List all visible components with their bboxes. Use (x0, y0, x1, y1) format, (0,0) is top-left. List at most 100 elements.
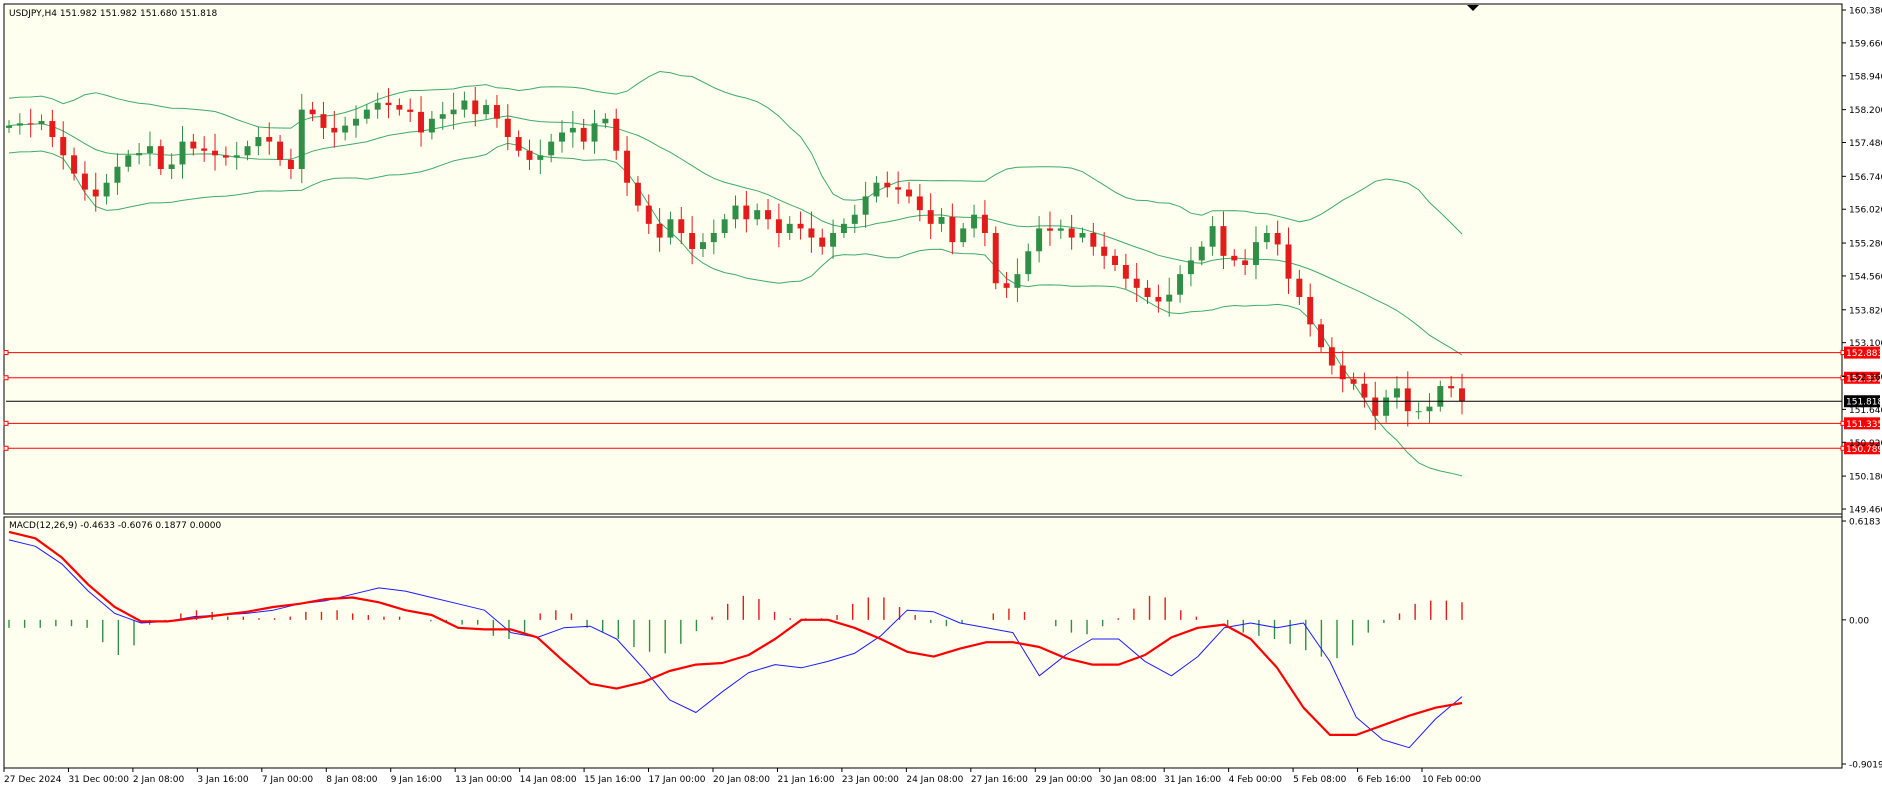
candle-bear[interactable] (190, 141, 197, 149)
candle-bear[interactable] (1328, 347, 1335, 366)
candle-bear[interactable] (49, 121, 56, 138)
candle-bull[interactable] (1426, 406, 1433, 412)
candle-bull[interactable] (938, 217, 945, 224)
candle-bear[interactable] (656, 223, 663, 238)
candle-bear[interactable] (613, 118, 620, 151)
candle-bull[interactable] (1025, 251, 1032, 275)
candle-bear[interactable] (1220, 226, 1227, 256)
candle-bull[interactable] (569, 127, 576, 133)
candle-bear[interactable] (1361, 383, 1368, 398)
candle-bull[interactable] (1177, 274, 1184, 295)
candle-bull[interactable] (374, 102, 381, 110)
candle-bear[interactable] (927, 210, 934, 224)
candle-bull[interactable] (244, 146, 251, 156)
candle-bull[interactable] (353, 118, 359, 126)
candle-bull[interactable] (699, 242, 706, 249)
candle-bear[interactable] (515, 137, 522, 151)
candle-bull[interactable] (851, 214, 858, 224)
candle-bear[interactable] (895, 187, 902, 190)
candle-bull[interactable] (439, 114, 446, 119)
candle-bear[interactable] (472, 100, 479, 115)
candle-bear[interactable] (71, 155, 78, 174)
candle-bear[interactable] (1101, 246, 1108, 256)
candle-bear[interactable] (1372, 397, 1379, 416)
candle-bull[interactable] (960, 228, 967, 243)
candle-bear[interactable] (266, 137, 273, 142)
candle-bear[interactable] (331, 127, 338, 133)
candle-bear[interactable] (819, 237, 826, 247)
candle-bull[interactable] (38, 121, 45, 125)
candle-bull[interactable] (732, 205, 739, 220)
candle-bear[interactable] (1122, 264, 1129, 279)
candle-bear[interactable] (385, 102, 392, 106)
candle-bear[interactable] (916, 196, 923, 211)
candle-bear[interactable] (634, 182, 641, 206)
candle-bull[interactable] (1252, 242, 1259, 265)
candle-bear[interactable] (201, 148, 208, 151)
candle-bull[interactable] (428, 118, 435, 133)
candle-bull[interactable] (125, 155, 132, 167)
level-anchor-handle[interactable] (3, 350, 9, 356)
candle-bear[interactable] (1046, 228, 1053, 231)
candle-bear[interactable] (1133, 278, 1140, 288)
candle-bull[interactable] (537, 155, 544, 160)
candle-bear[interactable] (1242, 260, 1249, 265)
candle-bear[interactable] (81, 173, 88, 190)
candle-bear[interactable] (765, 210, 772, 220)
candle-bear[interactable] (27, 123, 34, 125)
candle-bull[interactable] (114, 166, 121, 183)
candle-bull[interactable] (255, 137, 262, 147)
candle-bull[interactable] (136, 153, 143, 156)
level-anchor-handle[interactable] (3, 445, 9, 451)
candle-bull[interactable] (840, 223, 847, 233)
candle-bear[interactable] (645, 205, 652, 224)
candle-bull[interactable] (873, 182, 880, 197)
candle-bull[interactable] (602, 118, 609, 124)
candle-bear[interactable] (678, 219, 685, 233)
candle-bull[interactable] (179, 141, 186, 165)
candle-bull[interactable] (483, 105, 490, 115)
candle-bear[interactable] (418, 111, 425, 133)
price-pane[interactable] (3, 3, 1843, 515)
candle-bear[interactable] (906, 189, 912, 197)
candle-bear[interactable] (1003, 283, 1010, 288)
candle-bull[interactable] (6, 125, 12, 128)
candle-bear[interactable] (1155, 296, 1162, 302)
candle-bear[interactable] (309, 109, 316, 115)
candle-bear[interactable] (1068, 228, 1075, 238)
macd-pane[interactable] (3, 516, 1843, 769)
candle-bull[interactable] (1198, 246, 1205, 261)
chart-shift-marker[interactable] (1467, 5, 1479, 11)
candle-bear[interactable] (1404, 388, 1411, 412)
candle-bull[interactable] (1187, 260, 1194, 275)
candle-bull[interactable] (721, 219, 728, 233)
candle-bear[interactable] (222, 155, 229, 158)
level-anchor-handle[interactable] (3, 375, 9, 381)
candle-bear[interactable] (949, 217, 956, 243)
candle-bear[interactable] (884, 182, 891, 188)
candle-bear[interactable] (1274, 232, 1281, 245)
candle-bull[interactable] (1166, 294, 1173, 302)
candle-bull[interactable] (1209, 226, 1216, 247)
candle-bear[interactable] (287, 159, 294, 170)
candle-bull[interactable] (233, 155, 240, 158)
candle-bear[interactable] (1318, 324, 1325, 348)
candle-bull[interactable] (168, 164, 175, 170)
candle-bear[interactable] (1448, 386, 1455, 389)
candle-bear[interactable] (1339, 365, 1346, 380)
candle-bear[interactable] (775, 219, 782, 233)
candle-bull[interactable] (830, 232, 837, 247)
candle-bear[interactable] (407, 109, 414, 112)
candle-bear[interactable] (60, 137, 67, 156)
candle-bear[interactable] (981, 214, 988, 233)
candle-bear[interactable] (493, 105, 500, 119)
candle-bull[interactable] (1263, 232, 1270, 243)
candle-bull[interactable] (1057, 228, 1064, 231)
candle-bull[interactable] (461, 100, 468, 110)
candle-bear[interactable] (504, 118, 511, 138)
candle-bull[interactable] (450, 109, 457, 115)
candle-bull[interactable] (786, 223, 793, 233)
candle-bull[interactable] (103, 182, 110, 197)
candle-bull[interactable] (1079, 232, 1086, 238)
